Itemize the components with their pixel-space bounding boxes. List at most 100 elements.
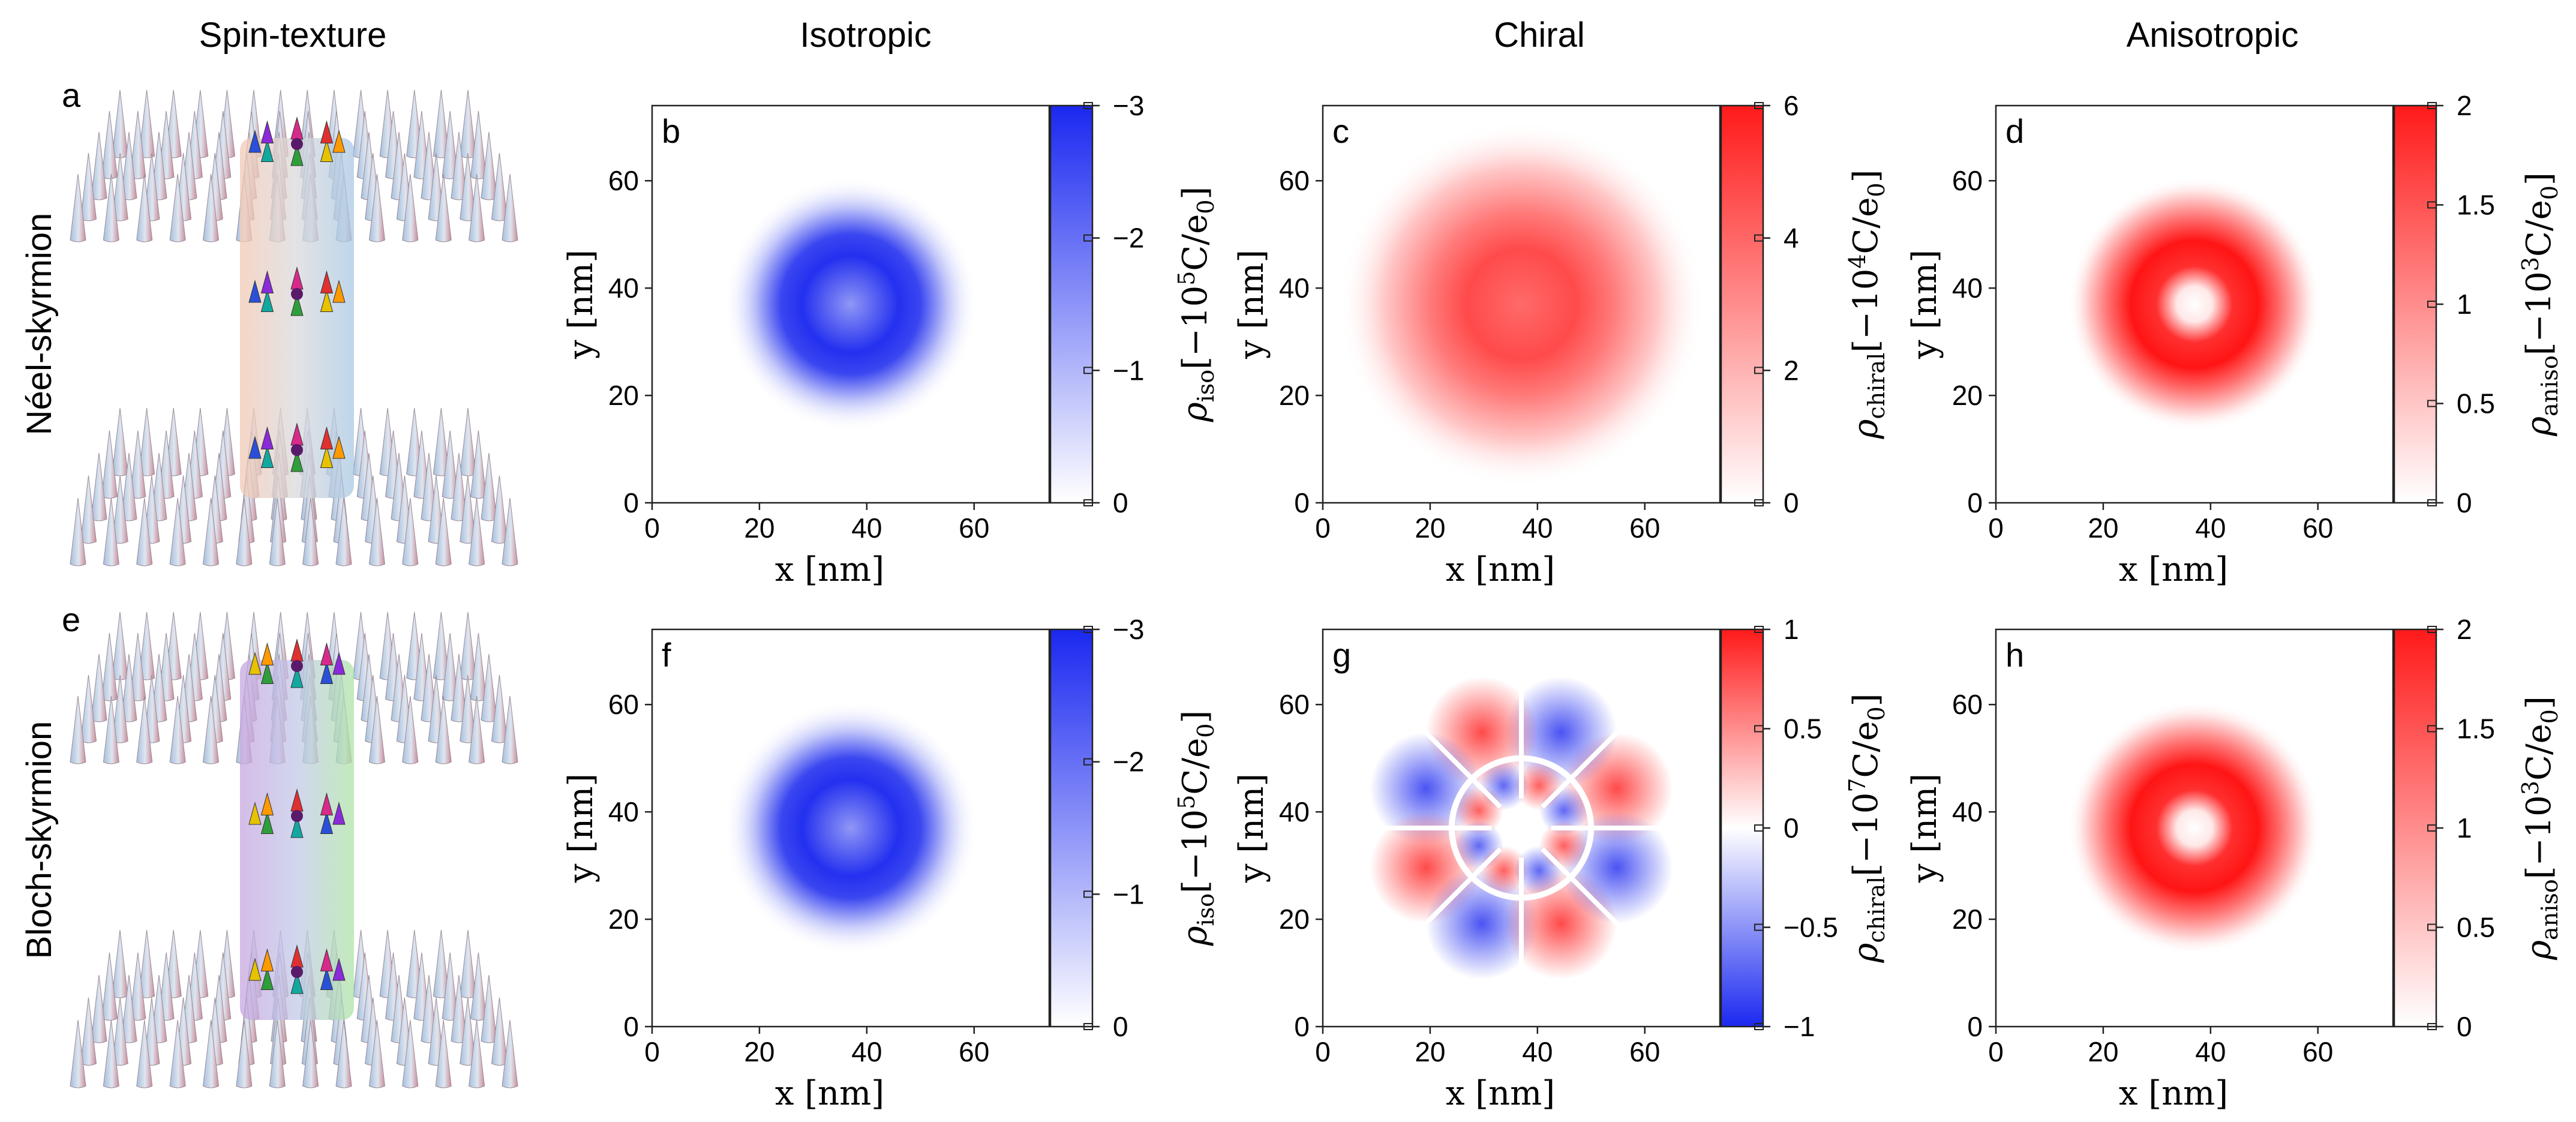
spin-cone (202, 695, 220, 764)
colorbar-b: −3 −2 −1 0 ρiso[−105C/e0] (1049, 90, 1219, 518)
spin-cone (335, 1019, 352, 1088)
y-tick-label: 0 (623, 1011, 639, 1042)
spin-cone (70, 173, 86, 242)
spin-arrow (260, 139, 274, 163)
colorbar-label: ρchiral[−107C/e0] (1844, 694, 1890, 964)
colorbar-d: 2 1.5 1 0.5 0 ρaniso[−103C/e0] (2393, 90, 2563, 518)
colorbar-tick-label: −0.5 (1784, 912, 1838, 943)
spin-arrow (248, 802, 262, 825)
spin-cone (202, 173, 220, 242)
spin-cone (435, 173, 452, 242)
y-tick-label: 40 (1952, 272, 1983, 304)
y-tick-label: 20 (608, 380, 639, 411)
spin-cone (103, 695, 119, 764)
spin-arrow (290, 815, 304, 838)
x-axis-label: x [nm] (2119, 1074, 2228, 1113)
colorbar-tick-label: 2 (2457, 614, 2472, 645)
spin-arrow (332, 958, 346, 981)
spin-cone (112, 407, 128, 476)
spin-arrow (320, 811, 334, 835)
colorbar-gradient (1049, 104, 1094, 504)
spin-arrow (332, 802, 346, 825)
spin-cone (368, 497, 386, 566)
spin-arrow (320, 792, 334, 815)
spin-cone (70, 1019, 86, 1088)
colorbar-tick-label: 1 (2457, 289, 2472, 320)
spin-arrow (260, 811, 274, 835)
colorbar-tick-label: −1 (1113, 355, 1144, 386)
colorbar-tick-label: 1.5 (2457, 713, 2495, 745)
x-axis-label: x [nm] (775, 550, 884, 589)
colorbar-gradient (1720, 104, 1764, 504)
heatmap-image (1996, 629, 2393, 1027)
axes-frame (1322, 628, 1721, 1028)
spin-cone (435, 1019, 452, 1088)
colorbar-tick-label: −2 (1113, 746, 1144, 778)
colorbar-label: ρaniso[−103C/e0] (2517, 172, 2563, 437)
spin-arrow (320, 948, 334, 971)
spin-cone (402, 695, 419, 764)
skyrmion-tube (240, 138, 354, 498)
x-tick-label: 20 (2088, 1036, 2118, 1067)
spin-cone (502, 173, 518, 242)
x-tick-label: 0 (1315, 512, 1331, 544)
y-tick-label: 0 (1294, 487, 1310, 518)
y-tick-label: 20 (1952, 380, 1983, 411)
y-tick-label: 20 (1952, 904, 1983, 935)
y-axis-label: y [nm] (562, 773, 601, 883)
spin-arrow (290, 638, 304, 662)
spin-arrow (320, 270, 334, 293)
panel-letter-f: f (662, 636, 671, 674)
heatmap-image (652, 629, 1049, 1027)
x-tick-label: 20 (744, 1036, 774, 1067)
colorbar-tick-label: 0.5 (2457, 388, 2495, 419)
colorbar-tick-label: −1 (1784, 1011, 1815, 1042)
spin-arrow (290, 449, 304, 472)
y-tick-label: 0 (1967, 1011, 1983, 1042)
spin-cone (103, 173, 119, 242)
spin-arrow (260, 661, 274, 685)
y-tick-label: 0 (1294, 1011, 1310, 1042)
spin-arrow (290, 971, 304, 994)
colorbar-tick-label: 0 (1113, 1011, 1128, 1042)
colorbar-tick-label: 2 (2457, 90, 2472, 121)
y-tick-label: 40 (1952, 796, 1983, 827)
spin-cone (103, 1019, 119, 1088)
x-tick-label: 0 (1988, 1036, 2004, 1067)
y-tick-label: 0 (1967, 487, 1983, 518)
spin-cone (70, 497, 86, 566)
spin-arrow (320, 289, 334, 313)
node-line (1540, 847, 1657, 964)
density-ring (2067, 177, 2322, 431)
x-tick-label: 40 (2195, 512, 2226, 544)
x-tick-label: 40 (851, 512, 882, 544)
x-tick-label: 60 (959, 512, 989, 544)
colorbar-gradient (2393, 104, 2437, 504)
spin-cone (469, 497, 485, 566)
row-title-neel: Néel-skyrmion (20, 213, 59, 436)
spin-cone (169, 173, 186, 242)
spin-cone (435, 695, 452, 764)
colorbar-gradient (2393, 628, 2437, 1028)
spin-cone (136, 173, 153, 242)
colorbar-tick-label: −2 (1113, 223, 1144, 254)
x-tick-label: 0 (644, 1036, 660, 1067)
spin-cone (402, 497, 419, 566)
spin-cone (368, 173, 386, 242)
y-axis-label: y [nm] (1905, 250, 1944, 359)
spin-arrow (320, 661, 334, 685)
spin-cone (469, 695, 485, 764)
node-line (1386, 847, 1503, 964)
spin-arrow (332, 436, 346, 459)
y-tick-label: 60 (1952, 165, 1983, 196)
spin-arrow (320, 642, 334, 665)
colorbar-tick-label: 0 (1784, 812, 1799, 844)
colorbar-label: ρaniso[−103C/e0] (2517, 696, 2563, 961)
y-tick-label: 20 (1279, 904, 1310, 935)
column-title-isotropic: Isotropic (800, 16, 931, 55)
y-tick-label: 40 (608, 796, 639, 827)
spin-arrow (248, 652, 262, 675)
